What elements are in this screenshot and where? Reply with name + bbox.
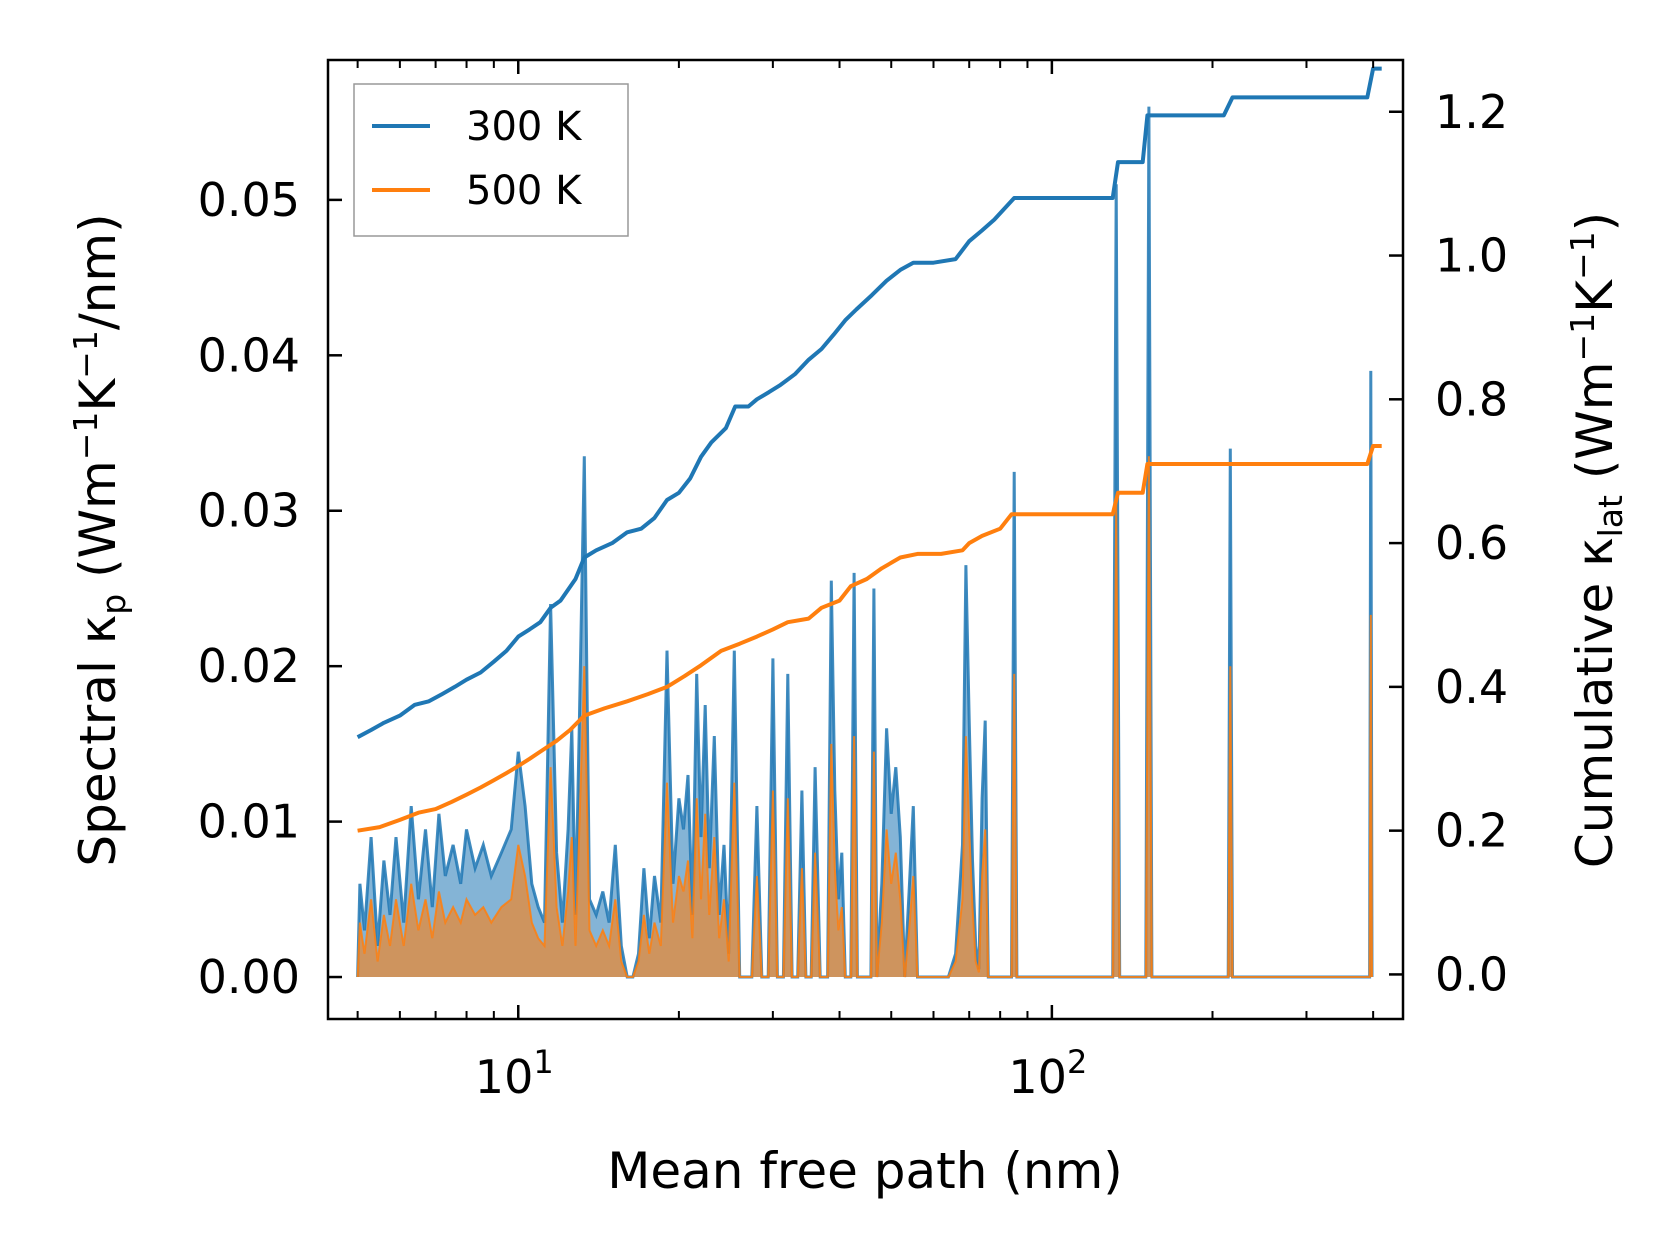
- tick-layer: 0.00 0.01 0.02 0.03 0.04 0.05 0.0 0.2 0.4 0.6 0.8 1…: [198, 60, 1508, 1104]
- right-label-unit-close: ): [1566, 212, 1624, 232]
- cumulative-line-300k: [356, 66, 1382, 739]
- left-label-sub: p: [94, 594, 133, 615]
- left-axis-label: Spectral κp (Wm−1K−1/nm): [66, 213, 133, 866]
- right-tick-label: 1.2: [1435, 85, 1508, 139]
- left-label-unit-open: (Wm: [69, 460, 127, 594]
- spectral-line-500k: [356, 456, 1373, 978]
- right-label-exp1: −1: [1563, 313, 1602, 362]
- right-label-main: Cumulative κ: [1566, 537, 1624, 868]
- right-tick-label: 0.2: [1435, 804, 1508, 858]
- left-tick-label: 0.01: [198, 795, 300, 849]
- plot-frame: [326, 58, 1405, 1021]
- legend-label-500k: 500 K: [466, 168, 583, 214]
- left-label-unit-close: /nm): [69, 213, 127, 330]
- left-label-exp2: −1: [66, 330, 105, 379]
- cumulative-line-500k: [357, 444, 1382, 833]
- left-tick-label: 0.04: [198, 328, 300, 382]
- x-tick-label: 101: [475, 1043, 554, 1104]
- right-label-unit-mid: K: [1566, 279, 1624, 313]
- right-label-unit-open: (Wm: [1566, 361, 1624, 495]
- left-tick-label: 0.00: [198, 950, 300, 1004]
- cumulative-layer: [356, 66, 1382, 833]
- legend: 300 K 500 K: [353, 83, 629, 237]
- spectral-layer: [356, 106, 1374, 979]
- left-tick-label: 0.02: [198, 639, 300, 693]
- right-label-exp2: −1: [1563, 231, 1602, 280]
- right-tick-label: 0.0: [1435, 947, 1508, 1001]
- legend-label-300k: 300 K: [466, 104, 583, 150]
- left-label-unit-mid: K: [69, 378, 127, 412]
- right-tick-label: 0.8: [1435, 372, 1508, 426]
- left-label-main: Spectral κ: [69, 615, 127, 867]
- legend-box: [353, 83, 629, 237]
- right-tick-label: 0.4: [1435, 660, 1508, 714]
- right-tick-label: 0.6: [1435, 516, 1508, 570]
- left-tick-label: 0.05: [198, 173, 300, 227]
- x-tick-label: 102: [1008, 1043, 1087, 1104]
- x-axis-label: Mean free path (nm): [607, 1142, 1123, 1200]
- right-axis-label: Cumulative κlat (Wm−1K−1): [1563, 212, 1630, 868]
- right-label-sub: lat: [1591, 495, 1630, 537]
- left-tick-label: 0.03: [198, 484, 300, 538]
- right-tick-label: 1.0: [1435, 229, 1508, 283]
- left-label-exp1: −1: [66, 412, 105, 461]
